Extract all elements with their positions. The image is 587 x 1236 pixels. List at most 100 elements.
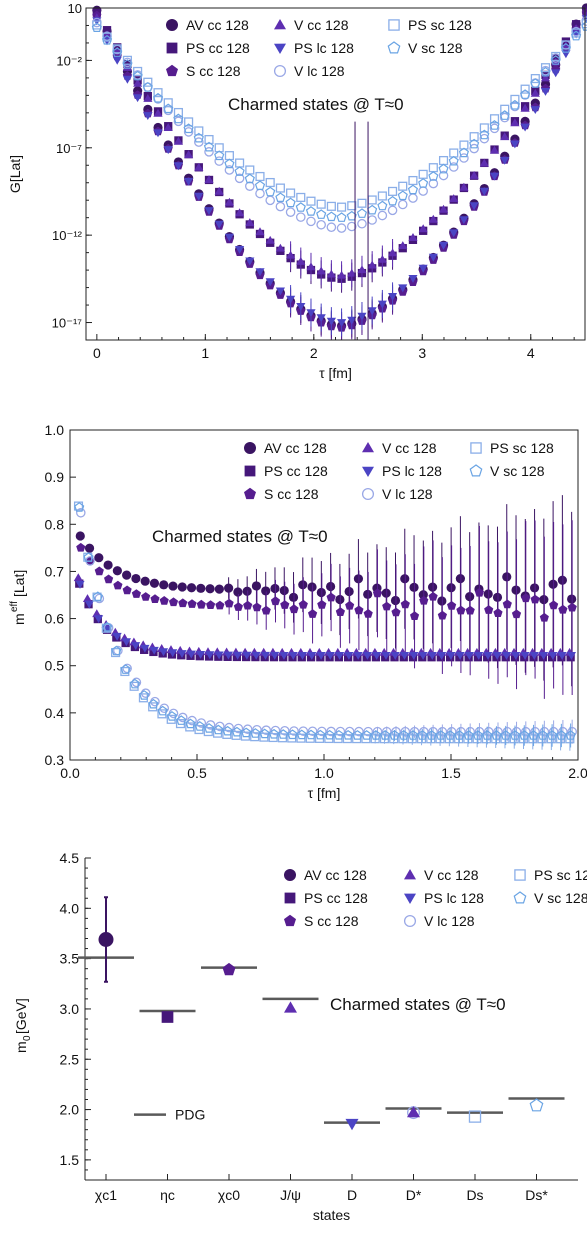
data-point-v-sc-128 xyxy=(213,724,224,735)
data-point-v-lc-128 xyxy=(418,186,428,196)
data-point-s-cc-128 xyxy=(419,595,429,605)
data-point-v-sc-128 xyxy=(537,730,548,740)
legend-marker-av-cc-128 xyxy=(244,442,256,454)
data-point-v-sc-128 xyxy=(176,715,187,725)
legend-label-av-cc-128: AV cc 128 xyxy=(264,440,327,456)
data-point-av-cc-128 xyxy=(326,581,336,592)
data-point-v-lc-128 xyxy=(94,593,105,604)
data-point-v-sc-128 xyxy=(254,180,266,190)
legend-label-ps-cc-128: PS cc 128 xyxy=(264,463,328,479)
data-point-v-sc-128 xyxy=(482,730,493,740)
y-axis-label-sup: eff xyxy=(9,601,20,612)
data-point-s-cc-128 xyxy=(437,610,447,620)
data-point-ps-lc-128 xyxy=(143,112,153,120)
data-point-ps-lc-128 xyxy=(168,649,178,658)
data-point-v-lc-128 xyxy=(336,223,347,233)
legend-marker-v-lc-128 xyxy=(403,914,417,928)
data-point-v-cc-128 xyxy=(265,235,275,244)
data-point-av-cc-128 xyxy=(465,592,475,602)
category-label: J/ψ xyxy=(280,1187,301,1203)
data-point-ps-lc-128 xyxy=(489,172,500,181)
data-point-ps-sc-128 xyxy=(143,77,153,87)
data-point-v-lc-128 xyxy=(265,195,275,206)
legend-marker-av-cc-128 xyxy=(166,19,178,31)
y-tick-label: 0.6 xyxy=(45,611,65,627)
legend-marker-v-lc-128 xyxy=(273,64,287,78)
data-point-v-lc-128 xyxy=(205,720,216,730)
data-point-v-sc-128 xyxy=(438,163,449,174)
data-point-v-lc-128 xyxy=(270,725,281,736)
data-point-v-sc-128 xyxy=(259,728,270,739)
y-axis-label-tail: [Lat] xyxy=(11,570,27,597)
data-point-av-cc-128 xyxy=(381,588,391,598)
legend-marker-v-sc-128 xyxy=(513,891,527,904)
series-v-sc-128 xyxy=(91,20,587,222)
data-point-v-lc-128 xyxy=(511,726,522,737)
data-point-ps-sc-128 xyxy=(326,201,336,211)
data-point-v-sc-128 xyxy=(479,129,490,140)
data-point-v-sc-128 xyxy=(528,730,539,740)
data-point-ps-lc-128 xyxy=(464,652,474,660)
data-point-v-lc-128 xyxy=(479,133,490,144)
data-point-ps-sc-128 xyxy=(468,1110,482,1123)
legend-label-ps-sc-128: PS sc 128 xyxy=(408,17,472,33)
data-point-v-sc-128 xyxy=(275,192,286,202)
data-point-ps-lc-128 xyxy=(449,229,459,238)
data-point-v-lc-128 xyxy=(275,201,286,212)
data-point-s-cc-128 xyxy=(298,599,308,609)
data-point-ps-sc-128 xyxy=(489,114,500,124)
data-point-s-cc-128 xyxy=(530,594,540,604)
data-point-ps-lc-128 xyxy=(173,162,183,171)
data-point-ps-lc-128 xyxy=(455,652,465,660)
data-point-v-sc-128 xyxy=(389,730,400,740)
data-point-ps-sc-128 xyxy=(224,151,234,161)
data-point-ps-lc-128 xyxy=(163,146,173,155)
data-point-ps-lc-128 xyxy=(286,295,296,304)
legend-marker-v-sc-128 xyxy=(387,41,401,54)
data-point-ps-lc-128 xyxy=(399,652,410,660)
legend-marker-ps-lc-128 xyxy=(362,466,374,477)
data-point-v-sc-128 xyxy=(407,730,419,740)
data-point-ps-lc-128 xyxy=(474,652,484,660)
data-point-av-cc-128 xyxy=(437,596,447,606)
data-point-ps-lc-128 xyxy=(298,652,308,660)
data-point-v-sc-128 xyxy=(387,195,398,206)
x-axis-label: τ [fm] xyxy=(319,365,352,381)
data-point-s-cc-128 xyxy=(270,596,281,606)
data-point-v-lc-128 xyxy=(307,726,318,737)
legend-marker-s-cc-128 xyxy=(284,914,296,927)
data-point-v-cc-128 xyxy=(204,175,214,183)
data-point-ps-lc-128 xyxy=(325,652,335,660)
data-point-v-lc-128 xyxy=(357,218,367,229)
data-point-ps-sc-128 xyxy=(571,28,581,38)
data-point-ps-lc-128 xyxy=(112,56,122,65)
data-point-v-sc-128 xyxy=(244,173,255,184)
data-point-ps-sc-128 xyxy=(173,107,183,118)
data-point-av-cc-128 xyxy=(557,575,567,585)
data-point-ps-sc-128 xyxy=(286,188,296,198)
data-point-ps-lc-128 xyxy=(439,241,449,250)
data-point-v-sc-128 xyxy=(231,726,243,737)
data-point-v-lc-128 xyxy=(381,726,392,737)
data-point-v-cc-128 xyxy=(357,265,367,274)
legend-label-v-sc-128: V sc 128 xyxy=(408,40,463,56)
data-point-v-cc-128 xyxy=(398,241,408,249)
legend-marker-v-cc-128 xyxy=(362,442,374,453)
data-point-v-sc-128 xyxy=(326,211,337,222)
data-point-v-cc-128 xyxy=(163,123,173,131)
data-point-ps-sc-128 xyxy=(347,201,357,211)
data-point-v-sc-128 xyxy=(560,43,572,53)
data-point-v-cc-128 xyxy=(153,108,163,117)
data-point-v-lc-128 xyxy=(289,726,299,736)
data-point-av-cc-128 xyxy=(233,587,243,597)
data-point-ps-sc-128 xyxy=(122,55,132,65)
data-point-ps-lc-128 xyxy=(94,615,104,624)
category-label: Ds* xyxy=(525,1187,548,1203)
data-point-ps-lc-128 xyxy=(306,309,316,318)
data-point-ps-lc-128 xyxy=(153,129,163,138)
data-point-v-lc-128 xyxy=(234,173,245,184)
data-point-s-cc-128 xyxy=(196,599,206,609)
data-point-v-lc-128 xyxy=(279,725,290,736)
data-point-v-lc-128 xyxy=(387,205,398,216)
data-point-s-cc-128 xyxy=(410,611,420,620)
